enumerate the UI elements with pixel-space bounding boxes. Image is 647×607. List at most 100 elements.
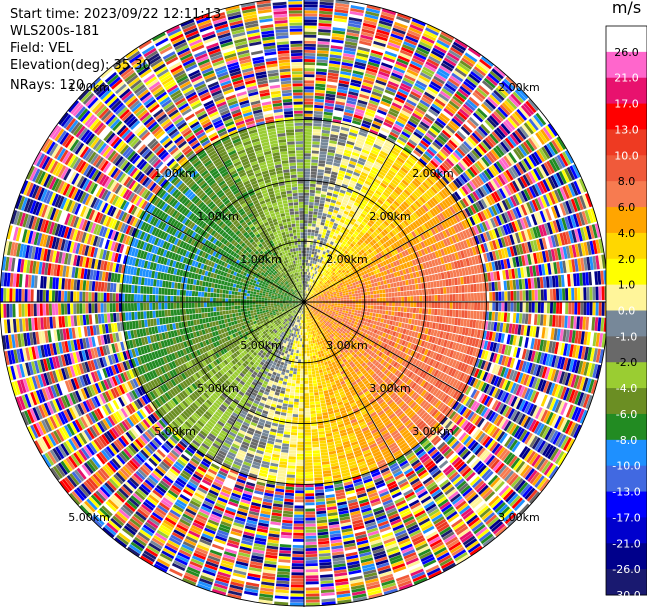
- gate: [314, 230, 319, 234]
- gate: [311, 147, 320, 151]
- gate: [492, 302, 496, 311]
- gate: [345, 172, 353, 177]
- gate: [394, 21, 408, 29]
- gate: [304, 83, 315, 87]
- gate: [387, 80, 399, 88]
- gate: [373, 40, 386, 48]
- gate: [308, 253, 312, 257]
- gate: [304, 116, 313, 120]
- gate: [467, 310, 471, 319]
- gate: [492, 291, 496, 301]
- gate: [364, 73, 376, 79]
- gate: [513, 290, 517, 301]
- gate: [476, 311, 480, 320]
- gate: [331, 36, 345, 41]
- gate: [360, 34, 374, 41]
- gate: [313, 126, 322, 130]
- gate: [318, 230, 323, 235]
- gate: [321, 244, 326, 248]
- gate: [306, 247, 310, 251]
- gate: [326, 158, 334, 163]
- gate: [539, 276, 544, 289]
- gate: [345, 35, 359, 40]
- gate: [567, 315, 571, 329]
- gate: [503, 280, 508, 291]
- gate: [400, 291, 404, 297]
- gate: [304, 141, 312, 145]
- gate: [346, 97, 357, 102]
- gate: [309, 263, 312, 267]
- gate: [528, 302, 532, 313]
- gate: [331, 128, 340, 133]
- gate: [368, 99, 379, 106]
- gate: [305, 262, 308, 266]
- gate: [370, 294, 374, 299]
- gate: [319, 203, 325, 207]
- gate: [540, 302, 544, 314]
- gate: [589, 302, 593, 316]
- gate: [318, 246, 322, 250]
- gate: [352, 317, 356, 322]
- gate: [304, 165, 311, 169]
- gate: [353, 285, 357, 289]
- gate: [452, 302, 456, 309]
- gate: [537, 289, 541, 301]
- gate: [328, 297, 331, 300]
- gate: [331, 171, 338, 176]
- gate: [383, 53, 397, 61]
- gate: [574, 302, 578, 315]
- gate: [331, 238, 336, 243]
- gate: [399, 281, 403, 287]
- gate: [322, 231, 327, 236]
- gate: [336, 294, 340, 297]
- gate: [304, 226, 308, 230]
- gate: [324, 108, 334, 113]
- gate: [337, 86, 349, 91]
- gate: [312, 217, 317, 221]
- gate: [402, 43, 415, 52]
- gate: [497, 281, 502, 291]
- gate: [322, 213, 327, 217]
- gate: [304, 71, 315, 75]
- gate: [348, 183, 356, 188]
- gate: [352, 73, 364, 79]
- gate: [480, 292, 484, 301]
- gate: [406, 32, 420, 41]
- gate: [344, 44, 357, 49]
- gate: [367, 298, 371, 302]
- gate: [504, 291, 508, 301]
- gate: [315, 83, 326, 88]
- gate: [556, 302, 560, 314]
- gate: [357, 290, 361, 294]
- gate: [327, 149, 336, 154]
- gate: [394, 292, 398, 297]
- gate: [319, 10, 333, 15]
- gate: [304, 287, 306, 290]
- gate: [328, 66, 340, 71]
- gate: [410, 296, 414, 302]
- gate: [373, 305, 377, 310]
- gate: [325, 90, 336, 95]
- gate: [350, 7, 365, 14]
- gate: [370, 291, 374, 295]
- gate: [377, 281, 381, 286]
- gate: [336, 214, 342, 219]
- gate: [467, 284, 471, 293]
- gate: [467, 302, 471, 310]
- gate: [404, 302, 408, 307]
- gate: [337, 303, 341, 306]
- gate: [352, 149, 361, 155]
- gate: [559, 288, 563, 301]
- gate: [389, 297, 392, 302]
- gate: [358, 304, 362, 308]
- gate: [309, 278, 312, 282]
- gate: [330, 51, 342, 56]
- gate: [488, 282, 492, 292]
- gate: [346, 306, 350, 309]
- gate: [316, 59, 328, 63]
- gate: [317, 236, 321, 241]
- gate: [311, 165, 318, 169]
- gate: [553, 302, 557, 314]
- gate: [388, 78, 401, 85]
- gate: [334, 5, 349, 11]
